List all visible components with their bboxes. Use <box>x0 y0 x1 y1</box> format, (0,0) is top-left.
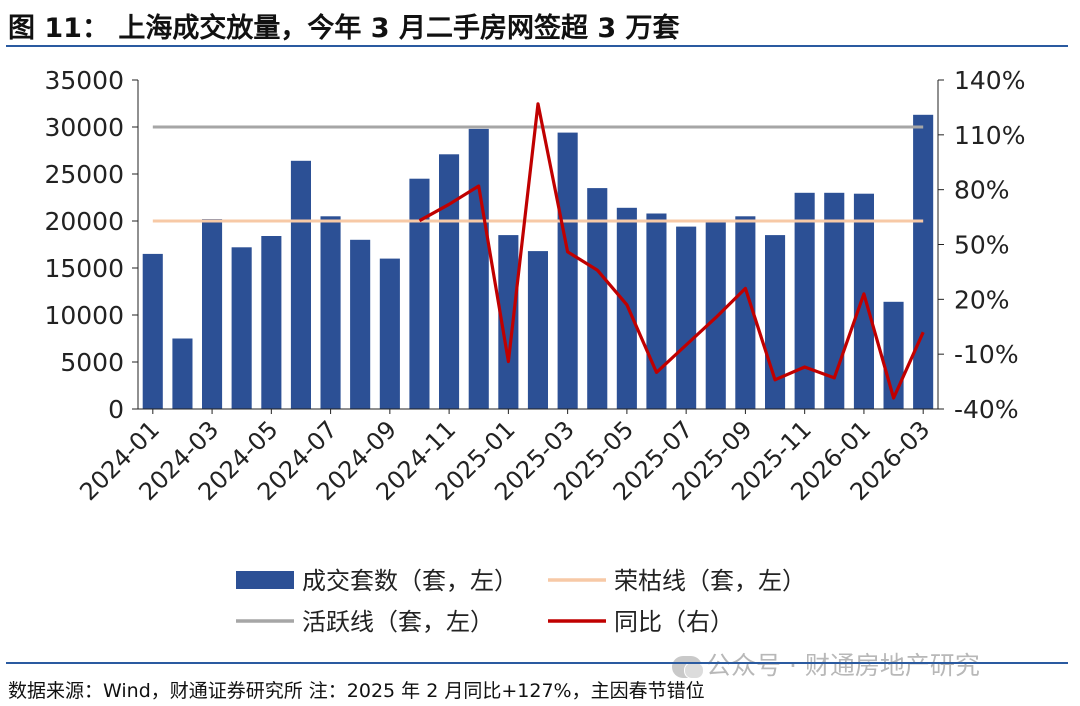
right-tick-label: -40% <box>954 395 1019 424</box>
right-tick-label: -10% <box>954 340 1019 369</box>
right-tick-label: 110% <box>954 121 1025 150</box>
bar-2024-05 <box>261 236 282 409</box>
bar-2025-09 <box>735 216 756 409</box>
left-tick-label: 25000 <box>44 160 124 189</box>
legend-label: 同比（右） <box>614 608 734 636</box>
bar-2024-08 <box>350 239 371 409</box>
right-tick-label: 20% <box>954 285 1010 314</box>
left-tick-label: 15000 <box>44 254 124 283</box>
wechat-icon <box>672 656 704 679</box>
bar-2024-01 <box>142 253 163 409</box>
left-tick-label: 20000 <box>44 207 124 236</box>
bar-2024-02 <box>172 338 193 409</box>
bar-2024-06 <box>290 160 311 409</box>
bar-2025-11 <box>794 192 815 409</box>
legend-label: 活跃线（套，左） <box>302 608 494 636</box>
bar-2025-01 <box>498 235 519 409</box>
bar-2024-03 <box>202 219 223 409</box>
yoy-line <box>418 102 925 400</box>
left-tick-label: 0 <box>108 395 124 424</box>
bar-2025-04 <box>587 188 608 409</box>
title-rule <box>6 45 1068 47</box>
bar-2024-11 <box>439 154 460 409</box>
bar-2025-03 <box>557 132 578 409</box>
watermark: 公众号 · 财通房地产研究 <box>672 646 980 682</box>
right-tick-label: 140% <box>954 66 1025 95</box>
left-tick-label: 35000 <box>44 66 124 95</box>
bar-2024-10 <box>409 178 430 409</box>
bar-2024-07 <box>320 216 341 409</box>
legend-label: 成交套数（套，左） <box>302 567 518 595</box>
bar-2024-12 <box>468 128 489 409</box>
bar-2025-07 <box>676 226 697 409</box>
bar-2026-03 <box>913 114 934 410</box>
bar-2025-12 <box>824 192 845 409</box>
figure-title: 图 11： 上海成交放量，今年 3 月二手房网签超 3 万套 <box>8 13 680 44</box>
left-tick-label: 30000 <box>44 113 124 142</box>
source-note: 数据来源：Wind，财通证券研究所 注：2025 年 2 月同比+127%，主因… <box>8 680 705 702</box>
bar-2024-04 <box>231 247 252 409</box>
bar-2026-01 <box>853 193 874 409</box>
bar-2025-10 <box>765 235 786 409</box>
right-tick-label: 50% <box>954 231 1010 260</box>
left-tick-label: 10000 <box>44 301 124 330</box>
bar-2025-06 <box>646 213 667 409</box>
plot-area: 0 5000 10000 15000 20000 25000 30000 35000 -40% -… <box>44 66 1025 506</box>
watermark-text: 公众号 · 财通房地产研究 <box>706 651 980 680</box>
bar-2025-02 <box>527 251 548 409</box>
right-tick-label: 80% <box>954 176 1010 205</box>
source-rule <box>6 662 1068 664</box>
legend-swatch-bars <box>236 571 294 589</box>
bar-2024-09 <box>379 258 400 409</box>
left-tick-label: 5000 <box>60 348 124 377</box>
legend-label: 荣枯线（套，左） <box>614 567 806 595</box>
legend: 成交套数（套，左） 荣枯线（套，左） 活跃线（套，左） 同比（右） <box>236 567 806 636</box>
